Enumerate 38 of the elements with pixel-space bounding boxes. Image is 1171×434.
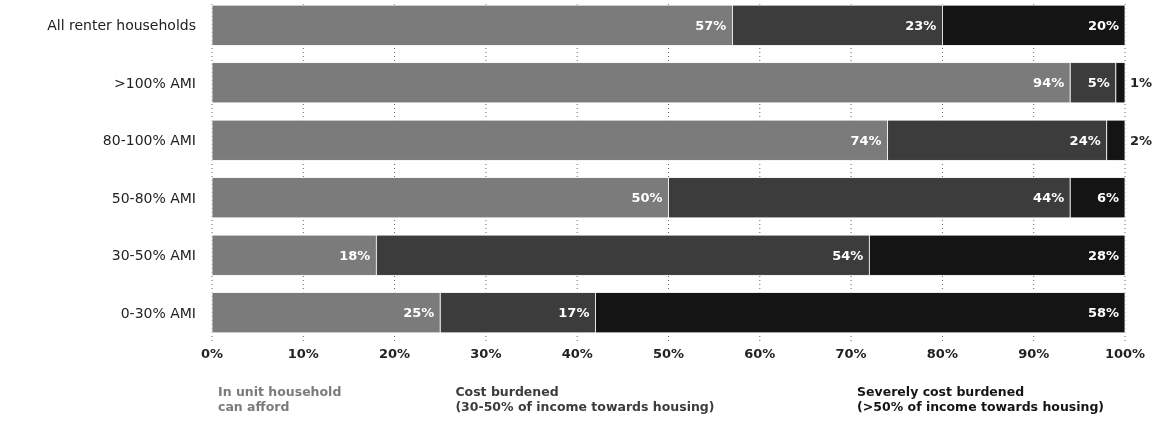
data-label: 74% [850, 132, 882, 148]
data-label: 23% [905, 17, 937, 33]
data-label: 54% [832, 247, 864, 263]
x-tick-label: 70% [835, 346, 867, 361]
data-label: 57% [695, 17, 727, 33]
data-label: 58% [1087, 305, 1119, 321]
x-tick-label: 100% [1104, 346, 1146, 361]
x-tick-label: 40% [561, 346, 593, 361]
text: In unit household can afford [218, 384, 342, 414]
x-tick-label: 20% [379, 346, 411, 361]
data-label: 1% [1130, 75, 1153, 91]
data-label: 50% [631, 190, 663, 206]
y-tick-label: All renter households [47, 17, 196, 34]
text: Cost burdened (30-50% of income towards housing) [455, 384, 715, 414]
y-tick-label: 80-100% AMI [102, 132, 196, 149]
y-tick-label: 0-30% AMI [120, 304, 196, 321]
x-tick-label: 90% [1018, 346, 1050, 361]
data-label: 6% [1096, 190, 1119, 206]
data-label: 2% [1130, 132, 1153, 148]
x-tick-label: 50% [652, 346, 685, 361]
y-tick-label: >100% AMI [114, 74, 196, 91]
data-label: 94% [1033, 75, 1065, 91]
x-tick-label: 0% [200, 346, 224, 361]
data-label: 20% [1087, 17, 1119, 33]
data-label: 5% [1087, 75, 1110, 91]
y-tick-label: 30-50% AMI [111, 247, 196, 264]
text: Severely cost burdened (>50% of income towards housing) [857, 384, 1105, 414]
data-label: 25% [403, 305, 435, 321]
data-label: 18% [339, 247, 371, 263]
x-tick-label: 80% [926, 346, 958, 361]
x-tick-label: 60% [744, 346, 776, 361]
x-tick-label: 10% [287, 346, 319, 361]
data-label: 17% [558, 305, 590, 321]
data-label: 28% [1087, 247, 1119, 263]
data-label: 24% [1069, 132, 1101, 148]
x-tick-label: 30% [470, 346, 502, 361]
y-tick-label: 50-80% AMI [111, 189, 196, 206]
data-label: 44% [1033, 190, 1065, 206]
